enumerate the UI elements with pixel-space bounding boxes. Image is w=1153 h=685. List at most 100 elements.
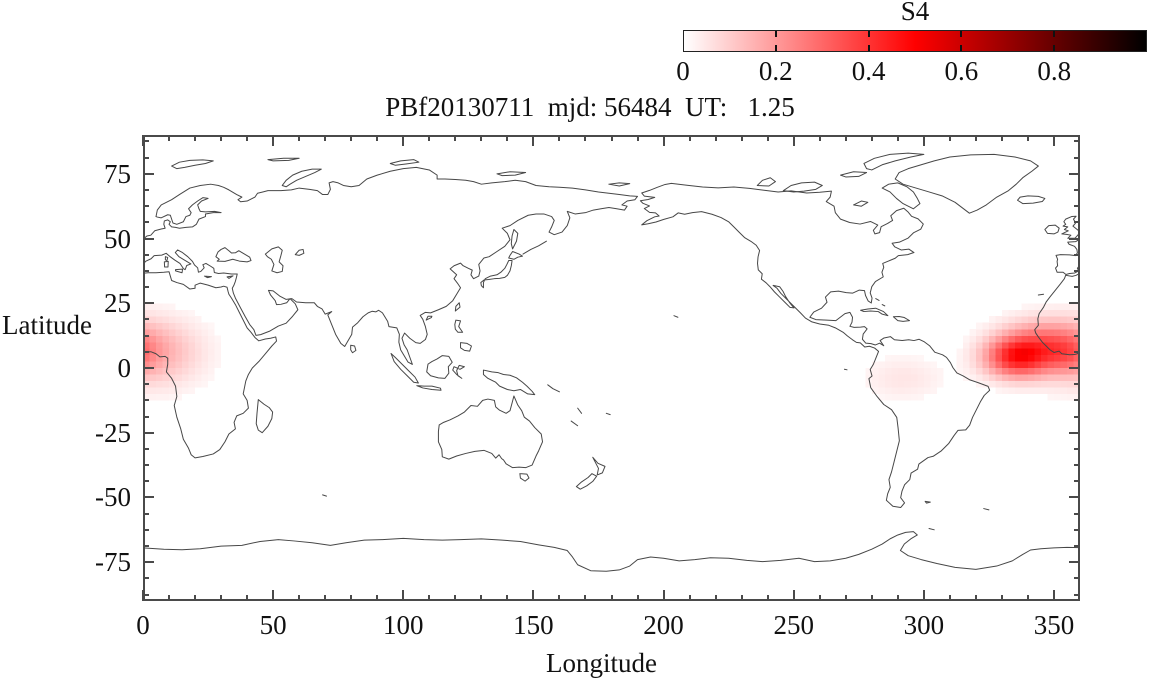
axis-tick <box>740 135 743 141</box>
world-map-plot <box>143 135 1080 601</box>
coastline <box>172 160 214 169</box>
axis-tick <box>974 595 977 601</box>
axis-tick <box>1074 399 1080 402</box>
coastline <box>640 183 989 507</box>
axis-tick <box>662 135 665 146</box>
axis-tick <box>194 595 197 601</box>
coastline <box>143 532 1080 572</box>
y-tick-label: 75 <box>104 158 131 189</box>
coastline-layer <box>143 153 1080 571</box>
axis-tick <box>376 595 379 601</box>
axis-tick <box>1074 544 1080 547</box>
axis-tick <box>766 135 769 141</box>
coastline <box>1038 294 1043 295</box>
axis-tick <box>350 135 353 141</box>
colorbar <box>683 30 1147 52</box>
coastline <box>841 172 867 177</box>
axis-tick <box>532 590 535 601</box>
coastline <box>265 247 283 273</box>
colorbar-tick-mark <box>774 45 777 51</box>
axis-tick <box>636 135 639 141</box>
coastline <box>143 167 638 364</box>
axis-tick <box>870 135 873 141</box>
x-tick-label: 250 <box>773 610 814 640</box>
axis-tick <box>1074 140 1080 143</box>
axis-tick <box>402 135 405 146</box>
coastline <box>854 201 868 206</box>
axis-tick <box>558 595 561 601</box>
coastline <box>497 172 526 176</box>
axis-tick <box>792 590 795 601</box>
x-tick-label: 150 <box>513 610 554 640</box>
plot-title: PBf20130711 mjd: 56484 UT: 1.25 <box>385 92 795 122</box>
axis-tick <box>1074 593 1080 596</box>
axis-tick <box>143 399 149 402</box>
coastline <box>509 252 523 260</box>
axis-tick <box>1074 269 1080 272</box>
x-tick-label: 100 <box>383 610 424 640</box>
y-tick-label: 50 <box>104 223 131 254</box>
axis-tick <box>1074 350 1080 353</box>
axis-tick <box>168 135 171 141</box>
coastline <box>295 249 304 255</box>
coastline <box>268 158 299 161</box>
axis-tick <box>1074 577 1080 580</box>
coastline <box>481 261 512 288</box>
colorbar-tick-mark <box>1053 45 1056 51</box>
coastline <box>282 169 321 187</box>
axis-tick <box>143 367 154 369</box>
colorbar-tick-label: 0.6 <box>944 56 979 86</box>
coastline <box>876 299 879 301</box>
colorbar-tick-label: 0.2 <box>758 56 793 86</box>
axis-tick <box>896 595 899 601</box>
axis-tick <box>1074 286 1080 289</box>
coastline <box>483 370 534 395</box>
coastline <box>882 183 920 209</box>
coastline <box>783 182 822 192</box>
coastline <box>417 386 441 391</box>
coastline <box>165 257 167 261</box>
axis-tick <box>1026 135 1029 141</box>
coastline <box>895 154 1038 213</box>
axis-tick <box>1052 135 1055 146</box>
axis-tick <box>766 595 769 601</box>
axis-tick <box>143 237 154 240</box>
axis-tick <box>1074 528 1080 531</box>
axis-tick <box>506 595 509 601</box>
y-axis-title: Latitude <box>2 310 92 340</box>
axis-tick <box>143 205 149 208</box>
axis-tick <box>714 135 717 141</box>
axis-tick <box>1074 221 1080 224</box>
axis-tick <box>454 135 457 141</box>
axis-tick <box>1069 172 1080 175</box>
coastline <box>984 509 989 510</box>
axis-tick <box>948 595 951 601</box>
y-tick-label: 0 <box>117 353 132 383</box>
axis-tick <box>220 595 223 601</box>
coastline <box>453 365 465 378</box>
axis-tick <box>584 595 587 601</box>
axis-tick <box>584 135 587 141</box>
axis-tick <box>272 135 275 146</box>
coastline <box>844 369 847 370</box>
axis-tick <box>1069 367 1080 369</box>
axis-tick <box>143 334 149 337</box>
axis-tick <box>1074 334 1080 337</box>
axis-tick <box>143 528 149 531</box>
axis-tick <box>922 590 925 601</box>
coastline <box>176 269 183 273</box>
axis-tick <box>298 135 301 141</box>
colorbar-tick-mark <box>1053 31 1056 37</box>
axis-tick <box>896 135 899 141</box>
axis-tick <box>1074 512 1080 515</box>
axis-tick <box>143 350 149 353</box>
coastline <box>606 413 610 414</box>
axis-tick <box>1074 189 1080 191</box>
axis-tick <box>610 135 613 141</box>
axis-tick <box>1069 496 1080 499</box>
coastline <box>571 421 578 426</box>
axis-tick <box>428 135 431 141</box>
colorbar-tick-mark <box>774 31 777 37</box>
axis-tick <box>844 595 847 601</box>
